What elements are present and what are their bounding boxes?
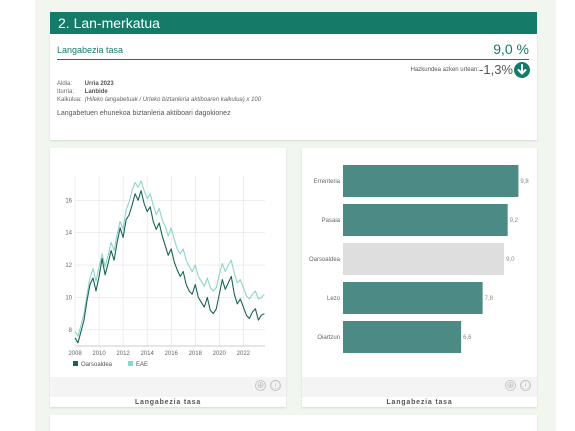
meta-formula-key: Kalkulua: [57,97,82,103]
legend-label: EAE [136,362,148,368]
x-tick-label: 2016 [165,351,179,357]
x-tick-label: 2022 [237,351,251,357]
bar-oarsoaldea [343,243,505,275]
meta-period-key: Aldia: [57,81,73,87]
chart-footer-toolbar: ⊕ ⓘ [302,377,537,397]
x-tick-label: 2020 [213,351,227,357]
bar-lezo [343,282,483,314]
line-chart: 8 10 12 14 16 2008 2010 2012 2014 2016 2018 2020 202… [65,176,265,368]
bar-pasaia [343,204,508,236]
indicator-title: Langabezia tasa [57,45,124,55]
meta-formula-value: (Hileko langabetuak / Urteko biztanleria… [84,97,262,103]
x-tick-label: 2010 [92,351,106,357]
legend-swatch [73,361,78,366]
chart-caption: Langabezia tasa [386,399,453,406]
bar-chart-card: Errenteria 9,8 Pasaia 9,2 Oarsoaldea 9,0 Lezo 7… [302,148,537,407]
meta-period: Aldia: Urria 2023 [57,81,114,87]
meta-source: Iturria: Lanbide [57,89,108,95]
category-label: Lezo [327,296,341,302]
bar-chart: Errenteria 9,8 Pasaia 9,2 Oarsoaldea 9,0 Lezo 7… [309,165,529,353]
meta-source-key: Iturria: [57,89,75,95]
value-label: 9,2 [510,218,519,224]
indicator-description: Langabetuen ehunekoa biztanleria aktiboa… [57,110,231,117]
value-label: 7,8 [485,296,494,302]
chart-footer-toolbar: ⊕ ⓘ [50,377,286,397]
bar-oiartzun [343,321,462,353]
category-label: Errenteria [314,179,341,185]
meta-period-value: Urria 2023 [84,81,114,87]
y-tick-label: 14 [65,231,72,237]
info-icon[interactable]: ⓘ [270,380,281,391]
legend-label: Oarsoaldea [81,362,113,368]
value-label: 9,8 [520,179,529,185]
info-icon[interactable]: ⓘ [520,380,531,391]
y-tick-label: 16 [65,198,72,204]
y-tick-label: 10 [65,295,72,301]
x-tick-label: 2012 [116,351,130,357]
meta-formula: Kalkulua: (Hileko langabetuak / Urteko b… [57,97,261,103]
y-tick-label: 8 [69,328,73,334]
line-chart-card: 8 10 12 14 16 2008 2010 2012 2014 2016 2018 2020 202… [50,148,286,407]
indicator-card: Langabezia tasa 9,0 % Hazkundea azken ur… [50,34,537,140]
change-label: Hazkundea azken urtean: [410,67,479,73]
change-value: -1,3% [479,62,513,77]
legend-swatch [128,361,133,366]
bar-errenteria [343,165,519,197]
indicator-value: 9,0 % [493,41,529,57]
x-tick-label: 2018 [189,351,203,357]
title-divider [57,59,529,60]
value-label: 9,0 [506,257,515,263]
category-label: Oarsoaldea [309,257,341,263]
category-label: Oiartzun [317,335,340,341]
arrow-down-icon [514,62,530,78]
plus-circle-icon[interactable]: ⊕ [255,380,266,391]
x-tick-label: 2014 [140,351,154,357]
next-section-card [50,415,537,431]
category-label: Pasaia [322,218,341,224]
meta-source-value: Lanbide [84,89,108,95]
value-label: 6,6 [463,335,472,341]
x-tick-label: 2008 [68,351,82,357]
section-header: 2. Lan-merkatua [50,12,537,34]
y-tick-label: 12 [65,263,72,269]
chart-caption: Langabezia tasa [134,399,202,406]
series-line-eae [74,180,265,337]
series-line-oarsoaldea [74,190,265,344]
plus-circle-icon[interactable]: ⊕ [505,380,516,391]
